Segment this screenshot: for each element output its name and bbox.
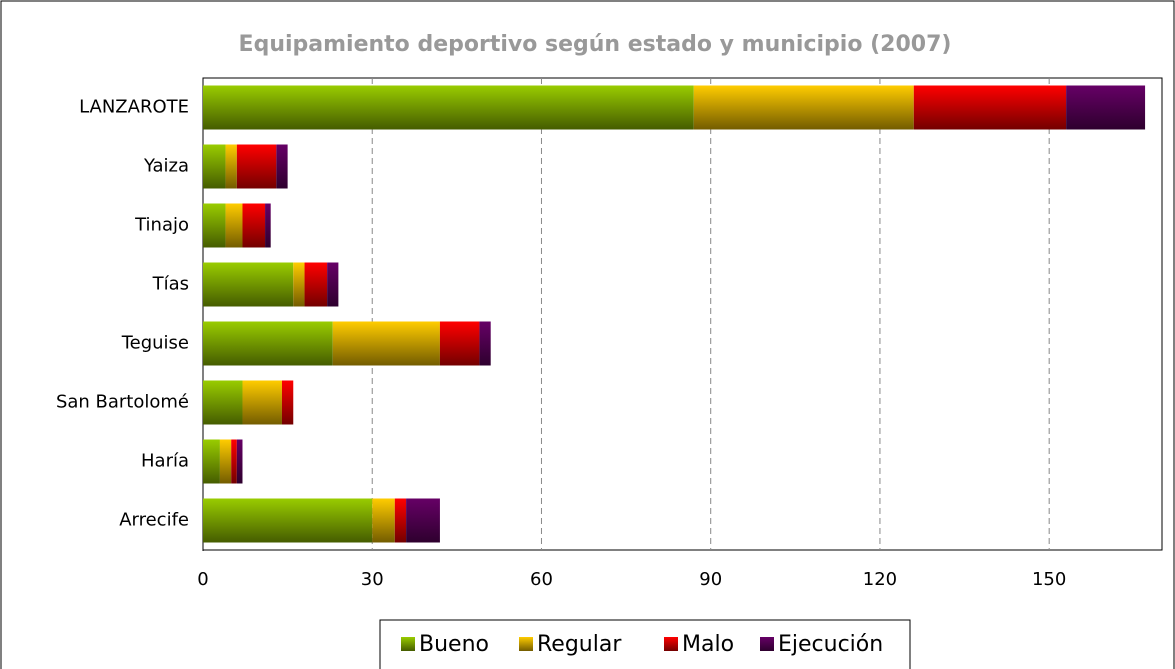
bar-segment (265, 203, 271, 248)
legend-swatch (760, 637, 774, 651)
bar-segment (327, 262, 339, 307)
bar-segment (225, 203, 243, 248)
x-tick-label: 120 (863, 569, 897, 590)
bar-segment (203, 85, 694, 130)
bar-segment (1066, 85, 1146, 130)
legend-label: Regular (537, 632, 622, 657)
bar-segment (913, 85, 1067, 130)
bar-segment (242, 203, 266, 248)
bar-segment (281, 380, 294, 425)
y-tick-label: Haría (141, 451, 189, 472)
legend-label: Ejecución (778, 632, 883, 657)
bar-segment (693, 85, 914, 130)
bar-segment (406, 498, 440, 543)
bar-segment (293, 262, 305, 307)
legend-swatch (664, 637, 678, 651)
x-tick-label: 0 (197, 569, 208, 590)
bar-segment (203, 144, 226, 189)
bar-segment (394, 498, 407, 543)
legend-label: Bueno (419, 632, 489, 657)
x-tick-label: 90 (699, 569, 722, 590)
bar-segment (203, 262, 294, 307)
bar-segment (203, 321, 333, 366)
bar-segment (203, 380, 243, 425)
y-tick-label: Teguise (121, 333, 189, 354)
legend-box (379, 619, 911, 669)
bar-segment (231, 439, 237, 484)
bar-segment (236, 144, 277, 189)
bar-segment (219, 439, 232, 484)
bar-segment (372, 498, 395, 543)
x-tick-label: 60 (530, 569, 553, 590)
y-tick-label: Tinajo (134, 215, 189, 236)
plot-area (202, 77, 1163, 551)
chart-title: Equipamiento deportivo según estado y mu… (239, 32, 952, 57)
legend-swatch (401, 637, 415, 651)
y-tick-label: San Bartolomé (56, 392, 189, 413)
bar-segment (242, 380, 282, 425)
y-tick-label: Tías (152, 274, 189, 295)
bar-segment (304, 262, 328, 307)
y-tick-label: Arrecife (119, 510, 189, 531)
bar-segment (439, 321, 480, 366)
bar-segment (479, 321, 491, 366)
bar-segment (203, 203, 226, 248)
bar-segment (236, 439, 243, 484)
legend-swatch (519, 637, 533, 651)
legend-label: Malo (682, 632, 734, 657)
bar-segment (225, 144, 237, 189)
y-tick-label: LANZAROTE (79, 97, 189, 118)
x-tick-label: 30 (361, 569, 384, 590)
bar-segment (203, 498, 373, 543)
bar-segment (203, 439, 220, 484)
bar-segment (332, 321, 440, 366)
x-tick-label: 150 (1032, 569, 1066, 590)
bar-segment (276, 144, 288, 189)
y-tick-label: Yaiza (143, 156, 189, 177)
